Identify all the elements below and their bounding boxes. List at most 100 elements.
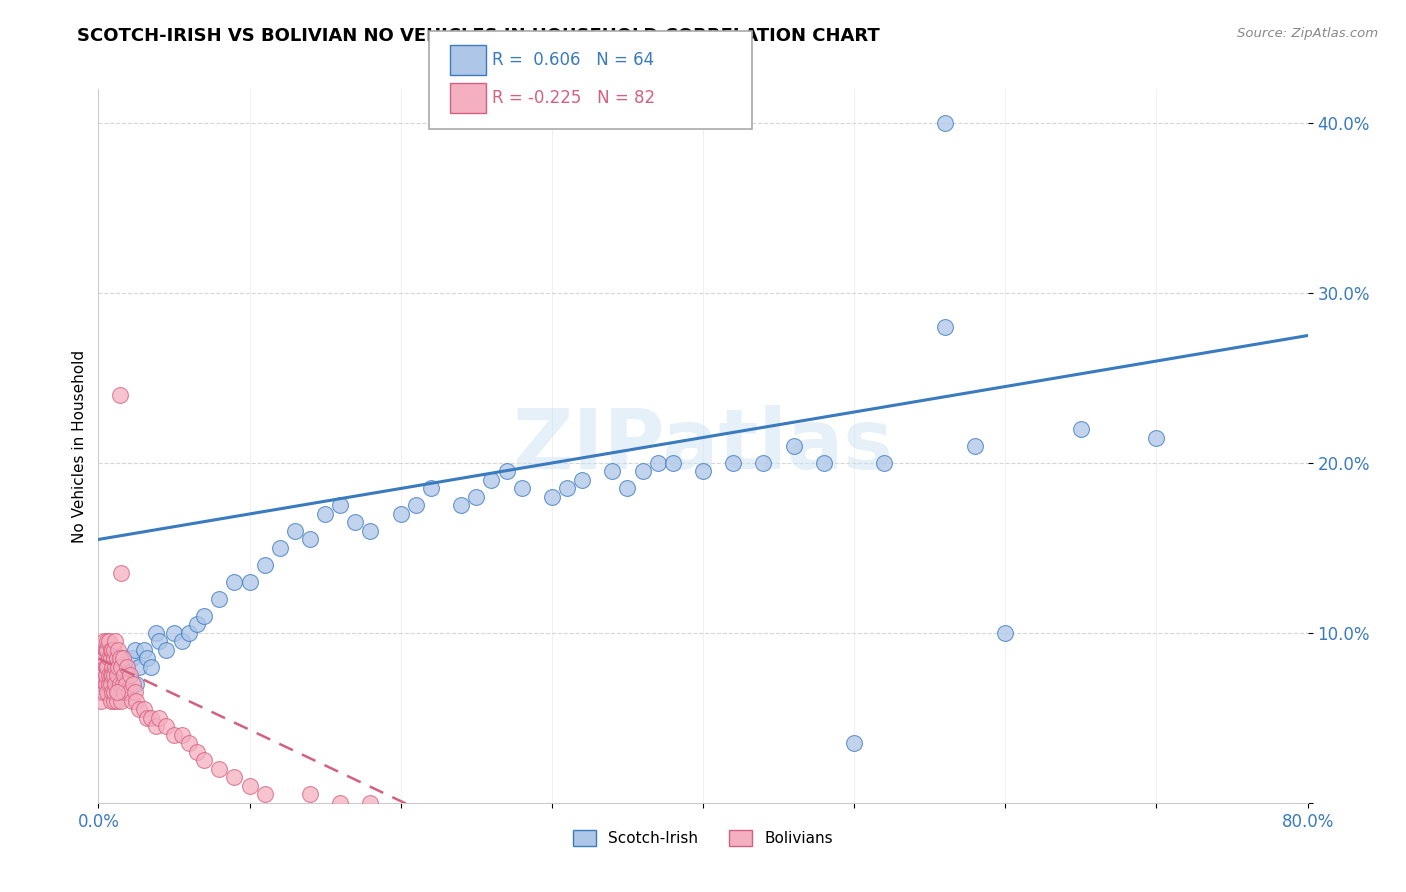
Point xyxy=(179,736,201,750)
Point xyxy=(101,685,124,699)
Point xyxy=(105,694,128,708)
Point xyxy=(284,524,307,538)
Point xyxy=(122,677,145,691)
Point xyxy=(813,456,835,470)
Point xyxy=(96,634,118,648)
Point xyxy=(110,694,132,708)
Point xyxy=(208,591,231,606)
Point xyxy=(132,702,155,716)
Point xyxy=(108,677,131,691)
Point xyxy=(224,574,246,589)
Point xyxy=(115,660,138,674)
Point xyxy=(360,524,382,538)
Point xyxy=(269,541,291,555)
Point xyxy=(121,651,143,665)
Point xyxy=(90,660,112,674)
Point xyxy=(107,643,129,657)
Point xyxy=(155,719,177,733)
Point xyxy=(661,456,683,470)
Point xyxy=(112,668,135,682)
Point xyxy=(360,796,382,810)
Point xyxy=(481,473,503,487)
Point xyxy=(314,507,336,521)
Point xyxy=(94,677,117,691)
Point xyxy=(103,677,125,691)
Point xyxy=(141,711,163,725)
Point xyxy=(89,685,111,699)
Point xyxy=(98,651,121,665)
Point xyxy=(91,677,114,691)
Point xyxy=(91,643,114,657)
Point xyxy=(121,694,143,708)
Point xyxy=(253,558,276,572)
Point xyxy=(112,685,135,699)
Point xyxy=(450,499,472,513)
Point xyxy=(783,439,806,453)
Point xyxy=(631,465,654,479)
Point xyxy=(208,762,231,776)
Point xyxy=(105,660,128,674)
Y-axis label: No Vehicles in Household: No Vehicles in Household xyxy=(72,350,87,542)
Point xyxy=(107,668,129,682)
Point xyxy=(111,651,134,665)
Point xyxy=(602,465,624,479)
Point xyxy=(103,668,125,682)
Point xyxy=(616,482,638,496)
Point xyxy=(104,634,127,648)
Point xyxy=(96,685,118,699)
Point xyxy=(510,482,533,496)
Point xyxy=(104,677,127,691)
Point xyxy=(94,660,117,674)
Point xyxy=(93,634,115,648)
Point xyxy=(647,456,669,470)
Point xyxy=(163,626,186,640)
Point xyxy=(299,787,322,801)
Point xyxy=(110,660,132,674)
Point xyxy=(98,677,121,691)
Point xyxy=(148,711,170,725)
Point xyxy=(91,668,114,682)
Point xyxy=(934,320,956,334)
Point xyxy=(108,651,131,665)
Point xyxy=(186,745,208,759)
Point xyxy=(128,702,150,716)
Point xyxy=(193,608,215,623)
Point xyxy=(101,643,124,657)
Point xyxy=(114,660,136,674)
Text: SCOTCH-IRISH VS BOLIVIAN NO VEHICLES IN HOUSEHOLD CORRELATION CHART: SCOTCH-IRISH VS BOLIVIAN NO VEHICLES IN … xyxy=(77,27,880,45)
Text: Source: ZipAtlas.com: Source: ZipAtlas.com xyxy=(1237,27,1378,40)
Point xyxy=(124,643,146,657)
Point xyxy=(94,643,117,657)
Point xyxy=(495,465,517,479)
Point xyxy=(118,685,141,699)
Point xyxy=(540,490,562,504)
Point xyxy=(103,694,125,708)
Point xyxy=(420,482,443,496)
Point xyxy=(155,643,177,657)
Point xyxy=(114,677,136,691)
Point xyxy=(103,651,125,665)
Point xyxy=(555,482,578,496)
Point xyxy=(692,465,714,479)
Point xyxy=(103,685,125,699)
Point xyxy=(405,499,427,513)
Point xyxy=(186,617,208,632)
Text: ZIPatlas: ZIPatlas xyxy=(513,406,893,486)
Point xyxy=(465,490,488,504)
Point xyxy=(224,770,246,784)
Point xyxy=(239,574,262,589)
Point xyxy=(141,660,163,674)
Point xyxy=(934,116,956,130)
Point xyxy=(132,643,155,657)
Point xyxy=(179,626,201,640)
Point xyxy=(93,685,115,699)
Point xyxy=(98,668,121,682)
Point xyxy=(145,626,167,640)
Point xyxy=(253,787,276,801)
Point xyxy=(103,643,125,657)
Point xyxy=(105,668,128,682)
Text: R = -0.225   N = 82: R = -0.225 N = 82 xyxy=(492,89,655,107)
Point xyxy=(1070,422,1092,436)
Point xyxy=(100,677,122,691)
Point xyxy=(344,516,367,530)
